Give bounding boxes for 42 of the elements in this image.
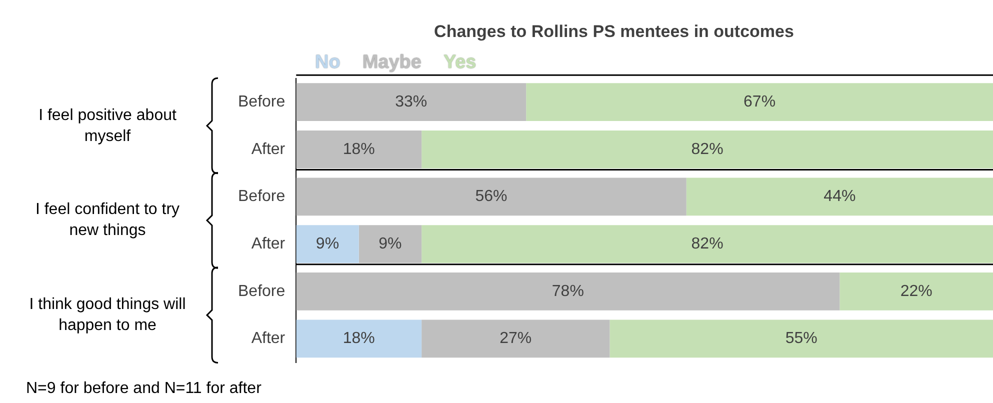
- text: I feel positive about myself: [38, 106, 178, 147]
- bar: [422, 130, 993, 168]
- chart-title: Changes to Rollins PS mentees in outcomes: [434, 22, 794, 41]
- bar: [296, 225, 359, 263]
- data-label: 22%: [900, 282, 932, 300]
- y-tick-label: Before: [238, 282, 286, 300]
- data-label: 82%: [691, 235, 724, 252]
- bar: [296, 320, 422, 358]
- y-tick-label: Before: [238, 93, 286, 110]
- bar: [610, 320, 993, 358]
- bar: [840, 272, 993, 310]
- bar: [526, 83, 993, 121]
- text: Yes: [443, 52, 476, 73]
- y-tick-label: After: [251, 330, 286, 348]
- bar: [296, 178, 686, 216]
- bar: [422, 320, 610, 358]
- bar: [296, 130, 422, 168]
- bar: [422, 225, 993, 263]
- y-tick-label: After: [251, 235, 286, 252]
- data-label: 18%: [342, 140, 375, 158]
- text: I think good things will happen to me: [28, 295, 187, 336]
- bar: [686, 178, 993, 216]
- text: N=9 for before and N=11 for after: [26, 380, 262, 398]
- data-label: 9%: [316, 235, 340, 252]
- series-label: Maybe: [362, 52, 422, 73]
- y-tick-label: Before: [238, 188, 286, 206]
- text: I feel confident to try new things: [34, 200, 181, 242]
- y-tick-label: After: [251, 140, 286, 158]
- data-label: 27%: [500, 330, 532, 348]
- data-label: 9%: [378, 235, 402, 252]
- bar: [296, 83, 526, 121]
- data-label: 67%: [744, 93, 776, 110]
- bar: [358, 225, 422, 263]
- data-label: 33%: [395, 93, 428, 110]
- text: No: [315, 52, 340, 73]
- data-label: 55%: [785, 330, 818, 348]
- data-label: 44%: [824, 188, 856, 206]
- data-label: 56%: [475, 188, 508, 206]
- data-label: 82%: [691, 140, 724, 158]
- data-label: 78%: [552, 282, 584, 300]
- bar: [296, 272, 840, 310]
- data-label: 18%: [342, 330, 375, 348]
